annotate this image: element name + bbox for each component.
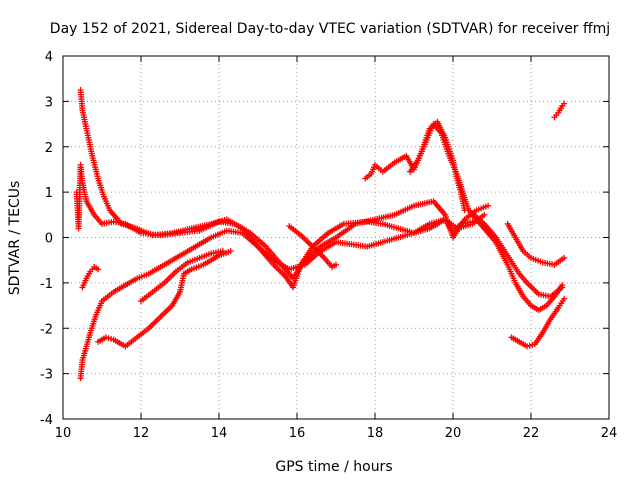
series-track-7	[286, 223, 339, 270]
data-point	[561, 100, 568, 107]
x-tick-label: 10	[55, 426, 72, 441]
y-tick-label: 4	[45, 50, 53, 65]
chart-title: Day 152 of 2021, Sidereal Day-to-day VTE…	[50, 21, 610, 37]
data-point	[227, 248, 234, 255]
y-tick-label: 0	[45, 232, 53, 247]
y-tick-label: -1	[40, 277, 53, 292]
series-track-2	[77, 87, 488, 291]
data-point	[333, 261, 339, 268]
y-tick-label: 2	[45, 141, 53, 156]
x-axis-label: GPS time / hours	[275, 459, 392, 475]
series-track-5	[95, 248, 234, 350]
series-track-11	[504, 220, 568, 268]
y-tick-label: 3	[45, 95, 53, 110]
plot-frame	[62, 55, 610, 420]
x-tick-label: 16	[289, 426, 306, 441]
y-tick-label: -3	[40, 368, 53, 383]
data-point	[469, 218, 476, 225]
data-point	[559, 282, 566, 289]
x-tick-label: 24	[601, 426, 618, 441]
y-tick-label: 1	[45, 186, 53, 201]
y-tick-label: -2	[40, 322, 53, 337]
data-points	[73, 87, 568, 382]
x-tick-label: 14	[211, 426, 228, 441]
data-point	[481, 211, 488, 218]
series-track-3	[77, 216, 476, 382]
y-tick-label: -4	[40, 413, 53, 428]
data-point	[485, 202, 492, 209]
series-track-12	[508, 295, 568, 350]
series-track-4	[79, 263, 102, 291]
series-track-9	[407, 121, 566, 300]
series-track-13	[551, 100, 568, 121]
x-tick-label: 22	[523, 426, 540, 441]
y-axis-label: SDTVAR / TECUs	[7, 181, 23, 296]
data-point	[561, 295, 568, 302]
x-tick-label: 18	[367, 426, 384, 441]
series-track-6	[138, 248, 226, 305]
series-track-10	[469, 211, 566, 314]
x-tick-label: 12	[133, 426, 150, 441]
x-tick-label: 20	[445, 426, 462, 441]
data-point	[95, 266, 102, 273]
data-point	[219, 248, 226, 255]
data-point	[561, 254, 568, 261]
